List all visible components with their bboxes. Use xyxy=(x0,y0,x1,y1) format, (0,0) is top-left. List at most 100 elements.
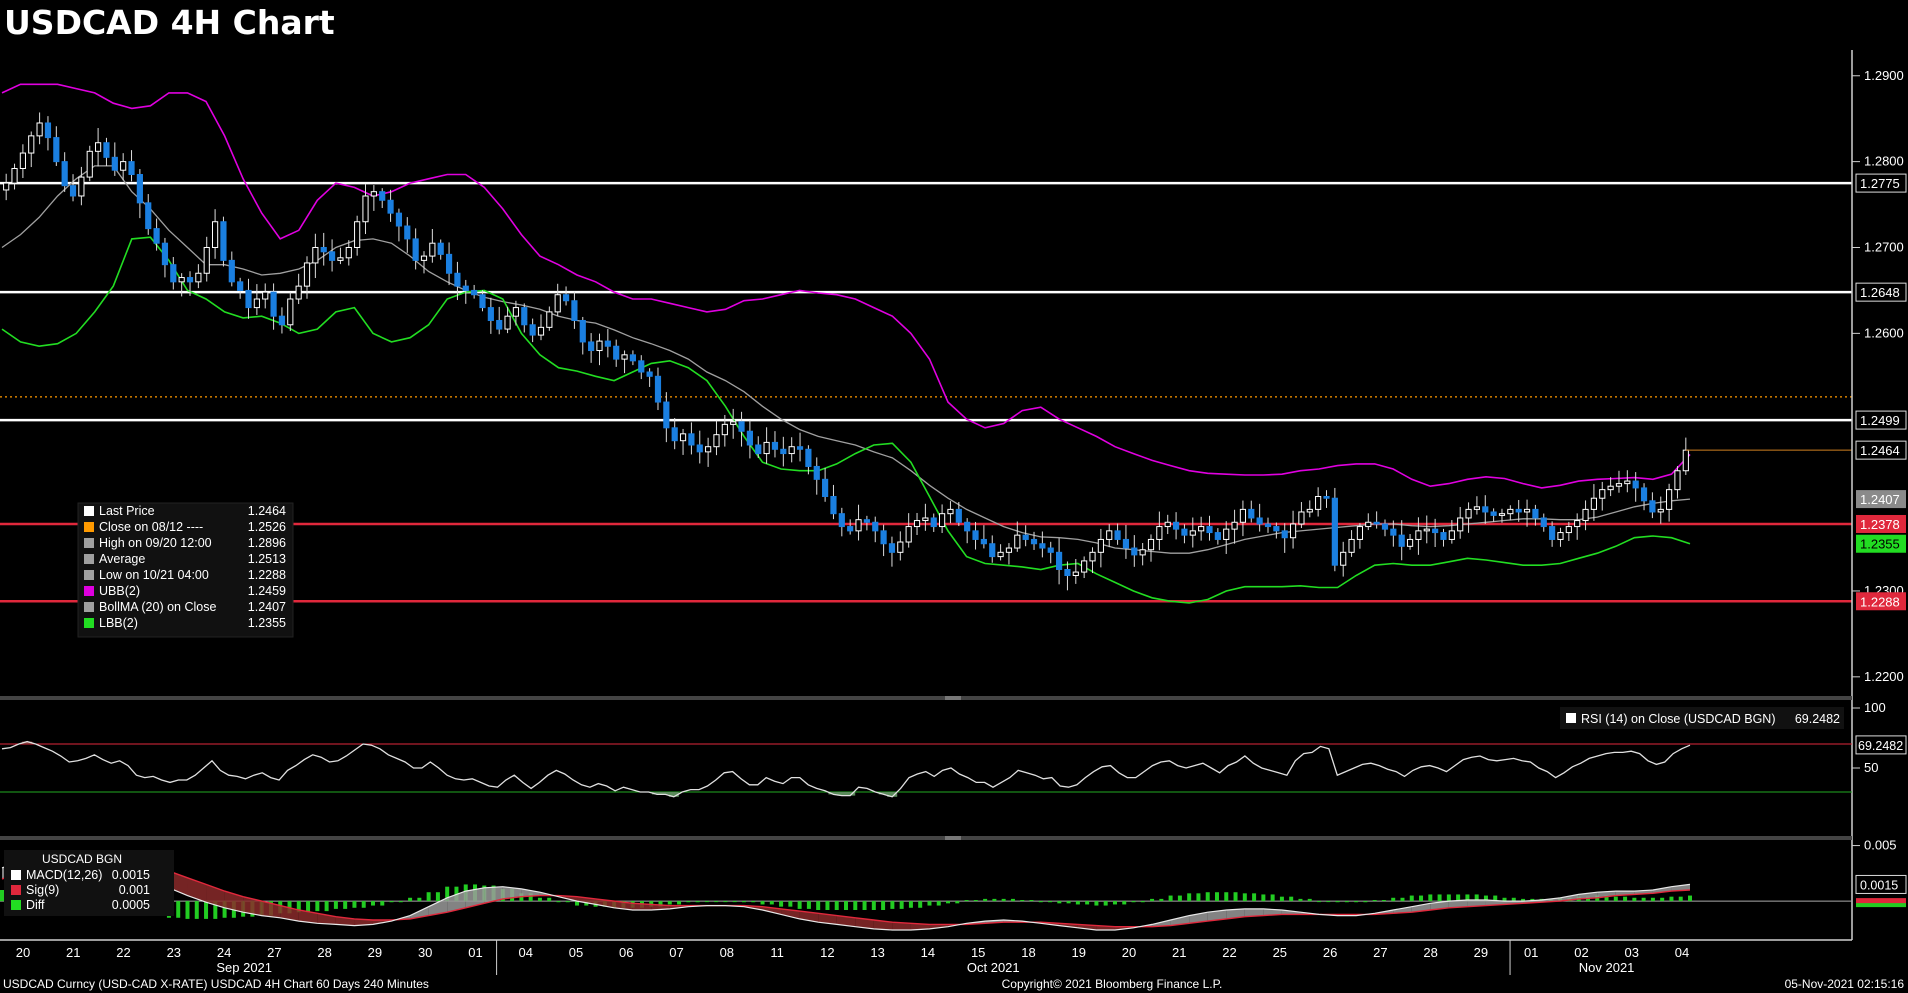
macd-histogram-bar xyxy=(769,901,774,905)
panel-divider-handle-macd[interactable] xyxy=(945,836,961,840)
candle-body xyxy=(337,257,344,261)
candle-body xyxy=(913,520,921,528)
macd-histogram-bar xyxy=(1409,895,1414,902)
bollinger-ma xyxy=(1,165,1691,554)
macd-histogram-bar xyxy=(1446,894,1451,902)
level-label: 1.2288 xyxy=(1860,594,1900,609)
candle-body xyxy=(1365,521,1372,528)
candle-body xyxy=(1540,517,1547,528)
legend-value: 1.2288 xyxy=(248,568,286,582)
candle-body xyxy=(1206,526,1213,534)
macd-last-value: 0.0015 xyxy=(1860,878,1898,892)
candle-body xyxy=(1557,532,1564,540)
candle-body xyxy=(1423,528,1430,532)
macd-signal-fill xyxy=(1244,908,1264,917)
macd-histogram-bar xyxy=(806,901,811,909)
macd-signal-fill xyxy=(1467,900,1486,907)
date-tick-label: 23 xyxy=(167,945,181,960)
candle-body xyxy=(905,526,912,543)
macd-histogram-bar xyxy=(1252,893,1257,902)
candle-body xyxy=(1532,508,1539,519)
candle-body xyxy=(780,448,787,455)
candle-body xyxy=(1666,489,1673,510)
macd-signal-fill xyxy=(521,888,540,897)
macd-histogram-bar xyxy=(1242,893,1247,902)
macd-signal-fill xyxy=(910,923,930,930)
candle-body xyxy=(1615,483,1623,487)
legend-value: 1.2526 xyxy=(248,520,286,534)
macd-histogram-bar xyxy=(1437,894,1442,902)
candle-body xyxy=(613,345,620,360)
macd-histogram-bar xyxy=(741,901,746,903)
candle-body xyxy=(546,311,553,328)
candle-body xyxy=(1172,521,1180,530)
candle-body xyxy=(1273,526,1280,532)
footer-timestamp: 05-Nov-2021 02:15:16 xyxy=(1785,977,1905,991)
date-tick-label: 21 xyxy=(1172,945,1186,960)
macd-histogram-bar xyxy=(1650,897,1655,902)
candle-body xyxy=(320,246,327,253)
macd-legend-label: MACD(12,26) xyxy=(26,868,102,882)
chart-title: USDCAD 4H Chart xyxy=(4,3,335,42)
candle-body xyxy=(1406,538,1414,547)
macd-histogram-bar xyxy=(306,901,311,913)
candle-body xyxy=(989,543,996,558)
legend-swatch xyxy=(84,554,94,564)
legend-swatch xyxy=(84,586,94,596)
macd-signal-fill xyxy=(502,886,522,899)
candle-body xyxy=(796,446,804,450)
candle-body xyxy=(579,319,586,343)
panel-divider-macd[interactable] xyxy=(0,836,1852,840)
candle-body xyxy=(604,340,611,347)
macd-histogram-bar xyxy=(1205,892,1210,902)
candle-body xyxy=(588,341,595,352)
candle-body xyxy=(1189,530,1196,536)
macd-histogram-bar xyxy=(714,901,719,903)
macd-legend-label: Diff xyxy=(26,898,45,912)
macd-signal-fill xyxy=(1560,894,1579,902)
macd-histogram-bar xyxy=(213,901,218,919)
candle-body xyxy=(1549,526,1556,540)
macd-histogram-bar xyxy=(361,901,366,908)
legend-label: Low on 10/21 04:00 xyxy=(99,568,209,582)
panel-divider-handle-rsi[interactable] xyxy=(945,696,961,700)
macd-legend-value: 0.001 xyxy=(119,883,150,897)
price-panel xyxy=(0,50,1852,698)
macd-histogram-bar xyxy=(408,897,413,902)
macd-histogram-bar xyxy=(435,892,440,902)
candle-body xyxy=(629,354,637,362)
candle-body xyxy=(136,174,143,204)
candle-body xyxy=(445,253,453,274)
macd-signal-fill xyxy=(836,915,856,927)
candle-body xyxy=(813,465,820,480)
macd-histogram-bar xyxy=(296,901,301,913)
candle-body xyxy=(1164,521,1171,528)
macd-histogram-bar xyxy=(1502,897,1507,902)
candle-body xyxy=(922,517,929,522)
candle-body xyxy=(328,251,336,261)
panel-divider-rsi[interactable] xyxy=(0,696,1852,700)
candle-body xyxy=(1682,449,1689,472)
candle-body xyxy=(1398,534,1405,547)
candle-body xyxy=(1306,508,1313,513)
macd-histogram-bar xyxy=(1381,900,1386,902)
candle-body xyxy=(1640,487,1648,502)
macd-histogram-bar xyxy=(445,886,450,902)
candle-body xyxy=(28,135,35,154)
legend-label: UBB(2) xyxy=(99,584,140,598)
candle-body xyxy=(1657,508,1664,513)
last-price-label-box xyxy=(1856,441,1906,460)
macd-histogram-bar xyxy=(333,901,338,909)
macd-signal-fill xyxy=(818,913,837,925)
macd-signal-fill xyxy=(1226,908,1245,919)
candle-body xyxy=(471,289,478,296)
candle-body xyxy=(111,156,118,171)
macd-histogram-bar xyxy=(1038,901,1043,903)
candle-body xyxy=(496,319,503,330)
macd-histogram-bar xyxy=(1391,897,1396,902)
candle-body xyxy=(395,212,403,227)
macd-histogram-bar xyxy=(1168,895,1173,902)
candle-body xyxy=(220,221,227,261)
candle-body xyxy=(362,195,369,223)
candle-body xyxy=(980,538,987,545)
